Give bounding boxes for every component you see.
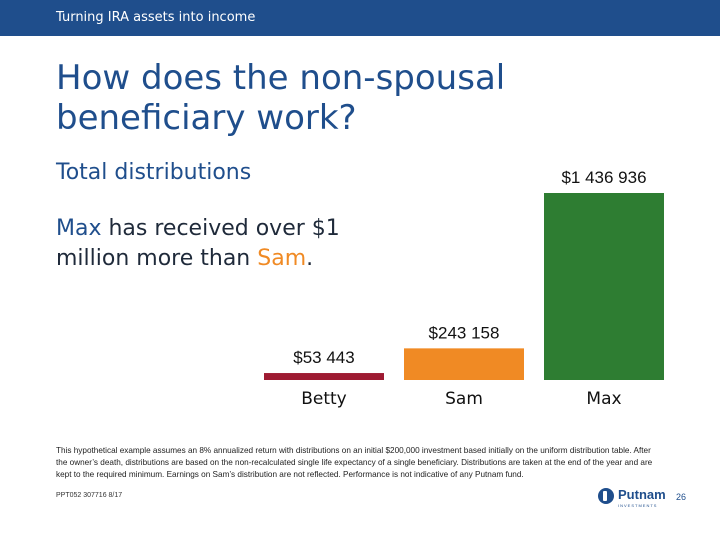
bar-sam [404,348,524,380]
page-number: 26 [676,492,687,502]
slide-title: How does the non-spousal beneficiary wor… [56,58,506,138]
section-label: Turning IRA assets into income [56,10,256,25]
callout-sam: Sam [257,246,307,271]
value-label-betty: $53 443 [293,348,354,367]
putnam-logo: Putnam INVESTMENTS [598,486,672,510]
callout-middle: has received over $1 million more than [56,216,340,271]
callout-text: Max has received over $1 million more th… [56,214,396,274]
chart-bars [264,193,664,380]
document-code: PPT052 307716 8/17 [56,492,123,499]
disclaimer-text: This hypothetical example assumes an 8% … [56,446,653,479]
logo-subtitle: INVESTMENTS [618,503,658,508]
bar-betty [264,373,384,380]
chart-value-labels: $53 443 $243 158 $1 436 936 [293,168,646,367]
chart-subtitle: Total distributions [56,160,252,185]
putnam-mark-icon [598,488,614,504]
category-label-sam: Sam [445,389,483,409]
callout-end: . [306,246,314,271]
callout-max: Max [56,216,102,241]
logo-wordmark: Putnam [618,487,666,502]
value-label-sam: $243 158 [429,323,500,342]
category-label-betty: Betty [301,389,347,409]
category-label-max: Max [586,389,621,409]
bar-max [544,193,664,380]
value-label-max: $1 436 936 [561,168,646,187]
chart-category-labels: Betty Sam Max [301,389,621,409]
header-bar: Turning IRA assets into income [0,0,720,36]
